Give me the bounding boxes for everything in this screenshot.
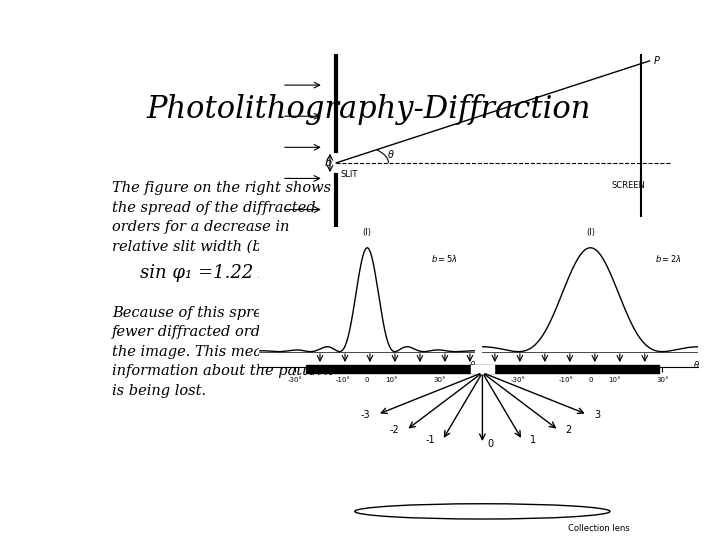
- Text: The figure on the right shows
the spread of the diffracted
orders for a decrease: The figure on the right shows the spread…: [112, 181, 331, 254]
- Text: sin φ₁ =1.22 λ/b: sin φ₁ =1.22 λ/b: [140, 265, 288, 282]
- Text: Collection lens: Collection lens: [567, 524, 629, 533]
- Text: $b=5\lambda$: $b=5\lambda$: [431, 253, 459, 264]
- Text: $b=2\lambda$: $b=2\lambda$: [654, 253, 682, 264]
- Text: PLANE
LIGHT
WAVES: PLANE LIGHT WAVES: [282, 237, 307, 267]
- Text: -1: -1: [426, 435, 436, 445]
- Text: Because of this spreading effect,
fewer diffracted orders form
the image. This m: Because of this spreading effect, fewer …: [112, 306, 355, 398]
- Text: 3: 3: [595, 409, 600, 420]
- Text: 1: 1: [529, 435, 536, 445]
- Text: $\theta$: $\theta$: [693, 359, 700, 369]
- Text: $\theta$: $\theta$: [469, 359, 477, 369]
- Text: SLIT: SLIT: [341, 171, 358, 179]
- Text: (I): (I): [363, 228, 372, 238]
- Text: -3: -3: [361, 409, 370, 420]
- Text: $\theta$: $\theta$: [387, 148, 395, 160]
- Text: SCREEN: SCREEN: [611, 181, 646, 190]
- Text: P: P: [654, 56, 660, 66]
- Text: -2: -2: [390, 426, 399, 435]
- Text: b: b: [324, 158, 331, 168]
- Text: Photolithography-Diffraction: Photolithography-Diffraction: [147, 94, 591, 125]
- Text: 0: 0: [487, 439, 493, 449]
- Text: (I): (I): [586, 228, 595, 238]
- Text: 2: 2: [566, 426, 572, 435]
